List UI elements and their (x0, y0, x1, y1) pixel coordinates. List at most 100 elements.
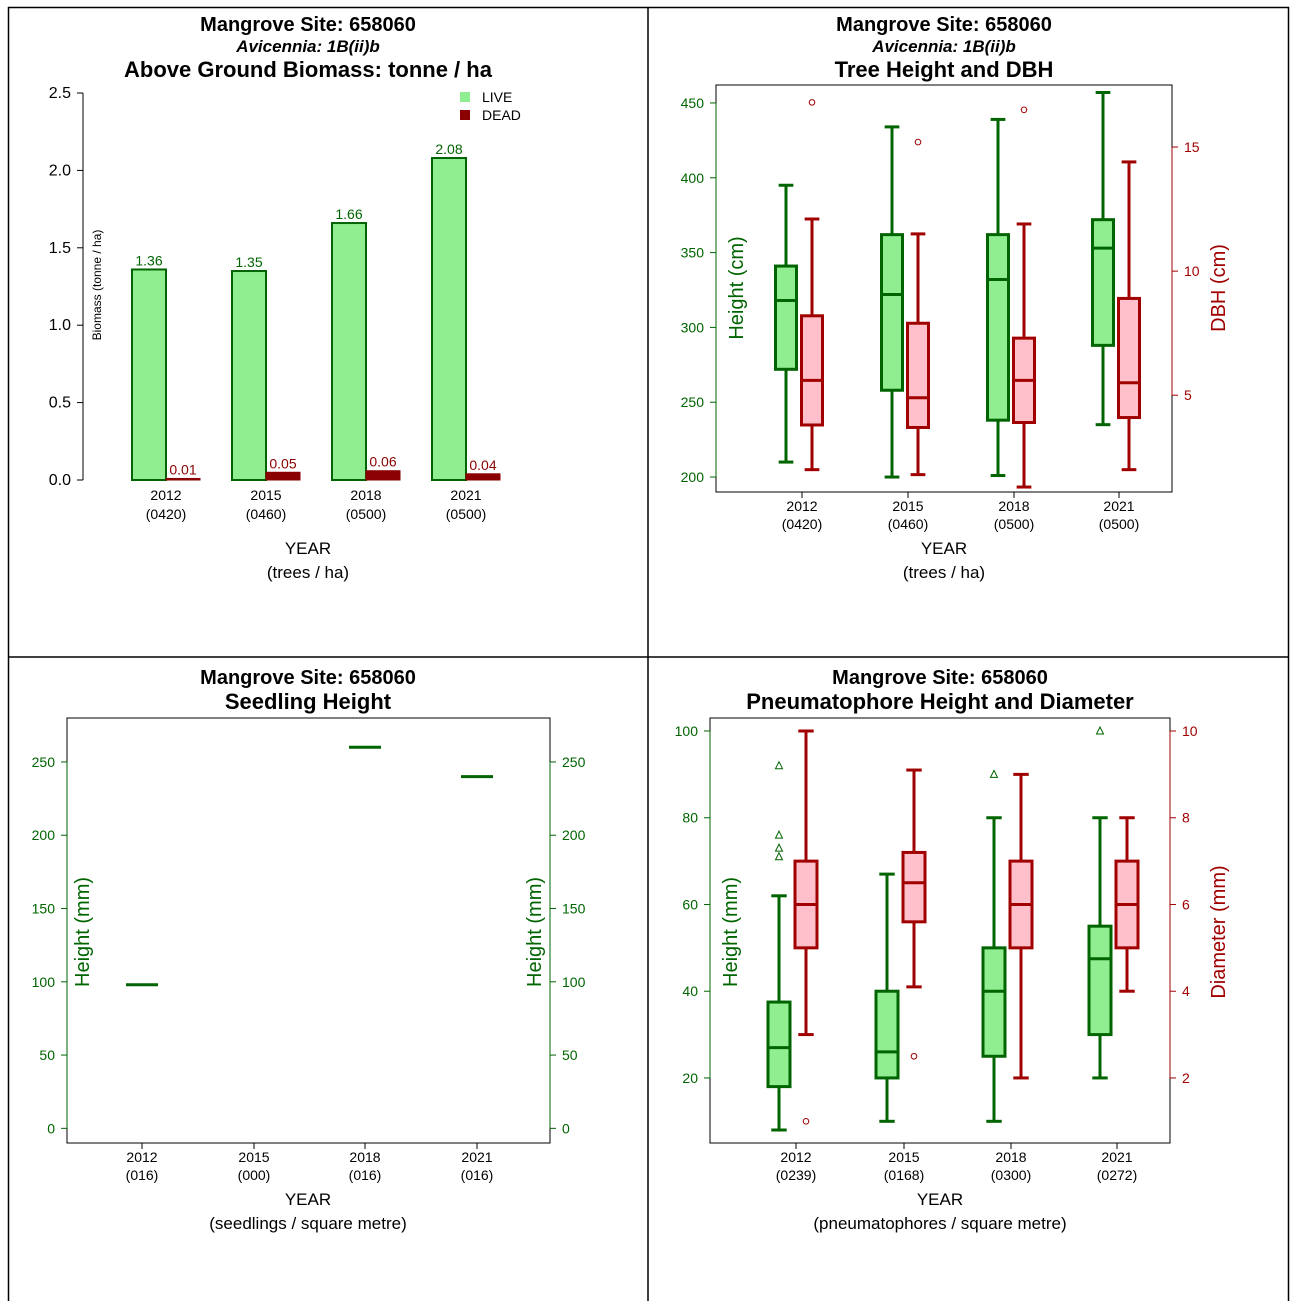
biomass-x-tick-label: 2018 (350, 487, 381, 503)
pneu-y-right-tick-label: 8 (1182, 810, 1190, 826)
seedling-y-left-tick-label: 150 (32, 901, 56, 917)
seedling-y-right-tick-label: 100 (562, 974, 586, 990)
seedling-title: Mangrove Site: 658060 (200, 667, 416, 689)
tree-x-tick-sublabel: (0500) (1099, 516, 1139, 532)
tree-x-tick-label: 2012 (786, 498, 817, 514)
biomass-x-tick-sublabel: (0460) (246, 506, 286, 522)
pneu-height-box-box (766, 1000, 792, 1089)
biomass-x-tick-label: 2015 (250, 487, 281, 503)
biomass-title2: Above Ground Biomass: tonne / ha (124, 57, 493, 82)
pneumatophore-xlabel: YEAR (917, 1190, 963, 1209)
biomass-ylabel: Biomass (tonne / ha) (90, 230, 104, 341)
tree-title2: Tree Height and DBH (835, 57, 1054, 82)
pneu-x-tick-label: 2018 (995, 1149, 1026, 1165)
height-box-box (774, 264, 798, 371)
tree-y-right-tick-label: 15 (1184, 139, 1200, 155)
pneu-y-right-tick-label: 10 (1182, 723, 1198, 739)
tree-x-tick-sublabel: (0420) (782, 516, 822, 532)
pneu-y-left-tick-label: 80 (682, 810, 698, 826)
pneu-y-left-tick-label: 20 (682, 1070, 698, 1086)
dead-bar (365, 470, 401, 481)
pneu-x-tick-label: 2015 (888, 1149, 919, 1165)
pneu-height-box-outlier (989, 769, 999, 778)
tree-subtitle: Avicennia: 1B(ii)b (871, 37, 1016, 56)
seedling-title2: Seedling Height (225, 689, 392, 714)
legend-live-swatch (460, 92, 470, 102)
tree-ylabel-left: Height (cm) (726, 236, 748, 339)
live-bar (131, 268, 167, 481)
tree-x-tick-sublabel: (0500) (994, 516, 1034, 532)
dbh-box-box (1117, 296, 1141, 420)
tree-y-left-tick-label: 200 (681, 469, 705, 485)
pneu-y-right-tick-label: 4 (1182, 983, 1190, 999)
tree-y-right-tick-label: 5 (1184, 387, 1192, 403)
tree-y-left-tick-label: 250 (681, 394, 705, 410)
pneumatophore-xlabel2: (pneumatophores / square metre) (813, 1214, 1066, 1233)
tree-y-right-tick-label: 10 (1184, 263, 1200, 279)
pneu-x-tick-sublabel: (0168) (884, 1167, 924, 1183)
pneu-x-tick-sublabel: (0239) (776, 1167, 816, 1183)
seedling-plot-frame (66, 717, 551, 1144)
biomass-y-tick-label: 1.5 (49, 240, 71, 257)
biomass-subtitle: Avicennia: 1B(ii)b (235, 37, 380, 56)
pneumatophore-title: Mangrove Site: 658060 (832, 667, 1048, 689)
dead-bar (465, 473, 501, 481)
seedling-ylabel-left: Height (mm) (72, 877, 94, 987)
biomass-x-tick-sublabel: (0420) (146, 506, 186, 522)
dead-bar-label: 0.05 (269, 455, 296, 471)
seedling-y-right-tick-label: 150 (562, 901, 586, 917)
seedling-y-right-tick-label: 50 (562, 1047, 578, 1063)
seedling-y-right-tick-label: 250 (562, 754, 586, 770)
pneu-x-tick-label: 2021 (1101, 1149, 1132, 1165)
biomass-title: Mangrove Site: 658060 (200, 14, 416, 36)
dbh-box-outlier (914, 138, 922, 146)
live-bar (231, 270, 267, 481)
biomass-x-tick-label: 2012 (150, 487, 181, 503)
tree-y-left-tick-label: 400 (681, 170, 705, 186)
pneumatophore-ylabel-right: Diameter (mm) (1208, 865, 1230, 998)
dbh-box-outlier (808, 99, 816, 106)
biomass-xlabel2: (trees / ha) (267, 563, 349, 582)
pneu-diameter-box-outlier (802, 1118, 810, 1125)
pneu-y-right-tick-label: 6 (1182, 896, 1190, 912)
seedling-x-tick-label: 2018 (349, 1149, 380, 1165)
seedling-x-tick-label: 2012 (126, 1149, 157, 1165)
tree-y-left-tick-label: 450 (681, 95, 705, 111)
seedling-xlabel2: (seedlings / square metre) (209, 1214, 406, 1233)
live-bar-label: 1.36 (135, 252, 162, 268)
tree-y-left-tick-label: 300 (681, 319, 705, 335)
biomass-x-tick-label: 2021 (450, 487, 481, 503)
biomass-y-tick-label: 2.5 (49, 85, 71, 102)
pneu-height-box-box (874, 989, 900, 1080)
tree-ylabel-right: DBH (cm) (1208, 244, 1230, 332)
tree-x-tick-label: 2015 (892, 498, 923, 514)
legend-dead-swatch (460, 110, 470, 120)
pneu-height-box-outlier (774, 842, 784, 852)
live-bar-label: 2.08 (435, 141, 462, 157)
pneu-height-box-outlier (774, 851, 784, 861)
pneu-height-box-outlier (774, 760, 784, 770)
seedling-y-right-tick-label: 200 (562, 827, 586, 843)
legend-dead-label: DEAD (482, 107, 521, 123)
biomass-x-tick-sublabel: (0500) (346, 506, 386, 522)
pneu-y-left-tick-label: 100 (675, 723, 699, 739)
dead-bar-label: 0.04 (469, 457, 496, 473)
live-bar (331, 222, 367, 481)
dead-bar (165, 477, 201, 481)
biomass-y-tick-label: 1.0 (49, 317, 71, 334)
seedling-y-left-tick-label: 0 (47, 1120, 55, 1136)
tree-xlabel2: (trees / ha) (903, 563, 985, 582)
biomass-y-tick-label: 0.0 (49, 472, 71, 489)
seedling-y-left-tick-label: 250 (32, 754, 56, 770)
height-box-box (986, 233, 1010, 422)
dbh-box-box (906, 321, 930, 429)
height-box-box (880, 233, 904, 392)
dbh-box-outlier (1020, 106, 1028, 114)
biomass-x-tick-sublabel: (0500) (446, 506, 486, 522)
dead-bar-label: 0.01 (169, 461, 196, 477)
seedling-xlabel: YEAR (285, 1190, 331, 1209)
pneu-diameter-box-box (901, 850, 927, 924)
live-bar (431, 157, 467, 482)
pneu-height-box-box (981, 946, 1007, 1058)
